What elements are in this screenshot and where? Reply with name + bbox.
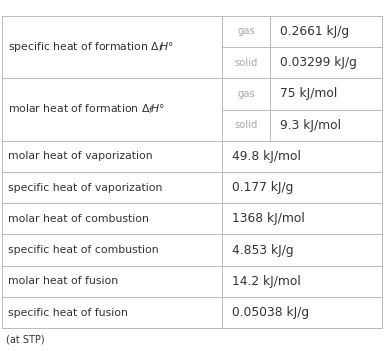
Text: 49.8 kJ/mol: 49.8 kJ/mol: [232, 150, 300, 163]
Text: specific heat of vaporization: specific heat of vaporization: [8, 183, 162, 193]
Text: 0.05038 kJ/g: 0.05038 kJ/g: [232, 306, 309, 319]
Text: 1368 kJ/mol: 1368 kJ/mol: [232, 212, 304, 225]
Text: gas: gas: [237, 26, 255, 37]
Text: molar heat of vaporization: molar heat of vaporization: [8, 151, 152, 161]
Text: 4.853 kJ/g: 4.853 kJ/g: [232, 244, 293, 257]
Text: 75 kJ/mol: 75 kJ/mol: [280, 87, 337, 100]
Text: molar heat of combustion: molar heat of combustion: [8, 214, 149, 224]
Text: specific heat of formation $\Delta_f\!H°$: specific heat of formation $\Delta_f\!H°…: [8, 40, 174, 54]
Text: 0.177 kJ/g: 0.177 kJ/g: [232, 181, 293, 194]
Text: 0.2661 kJ/g: 0.2661 kJ/g: [280, 25, 349, 38]
Text: 0.03299 kJ/g: 0.03299 kJ/g: [280, 56, 356, 69]
Text: solid: solid: [234, 58, 258, 68]
Text: molar heat of formation $\Delta_f\!H°$: molar heat of formation $\Delta_f\!H°$: [8, 102, 164, 117]
Text: gas: gas: [237, 89, 255, 99]
Text: specific heat of combustion: specific heat of combustion: [8, 245, 158, 255]
Text: solid: solid: [234, 120, 258, 130]
Text: molar heat of fusion: molar heat of fusion: [8, 276, 118, 286]
Text: 9.3 kJ/mol: 9.3 kJ/mol: [280, 119, 341, 132]
Text: specific heat of fusion: specific heat of fusion: [8, 307, 127, 318]
Text: 14.2 kJ/mol: 14.2 kJ/mol: [232, 275, 300, 288]
Text: (at STP): (at STP): [6, 335, 45, 345]
